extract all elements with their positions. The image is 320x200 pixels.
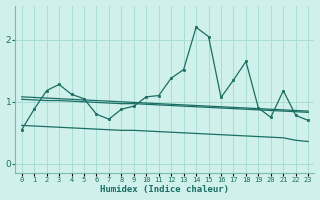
- X-axis label: Humidex (Indice chaleur): Humidex (Indice chaleur): [100, 185, 229, 194]
